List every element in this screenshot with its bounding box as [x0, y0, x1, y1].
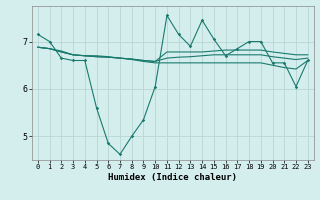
X-axis label: Humidex (Indice chaleur): Humidex (Indice chaleur): [108, 173, 237, 182]
